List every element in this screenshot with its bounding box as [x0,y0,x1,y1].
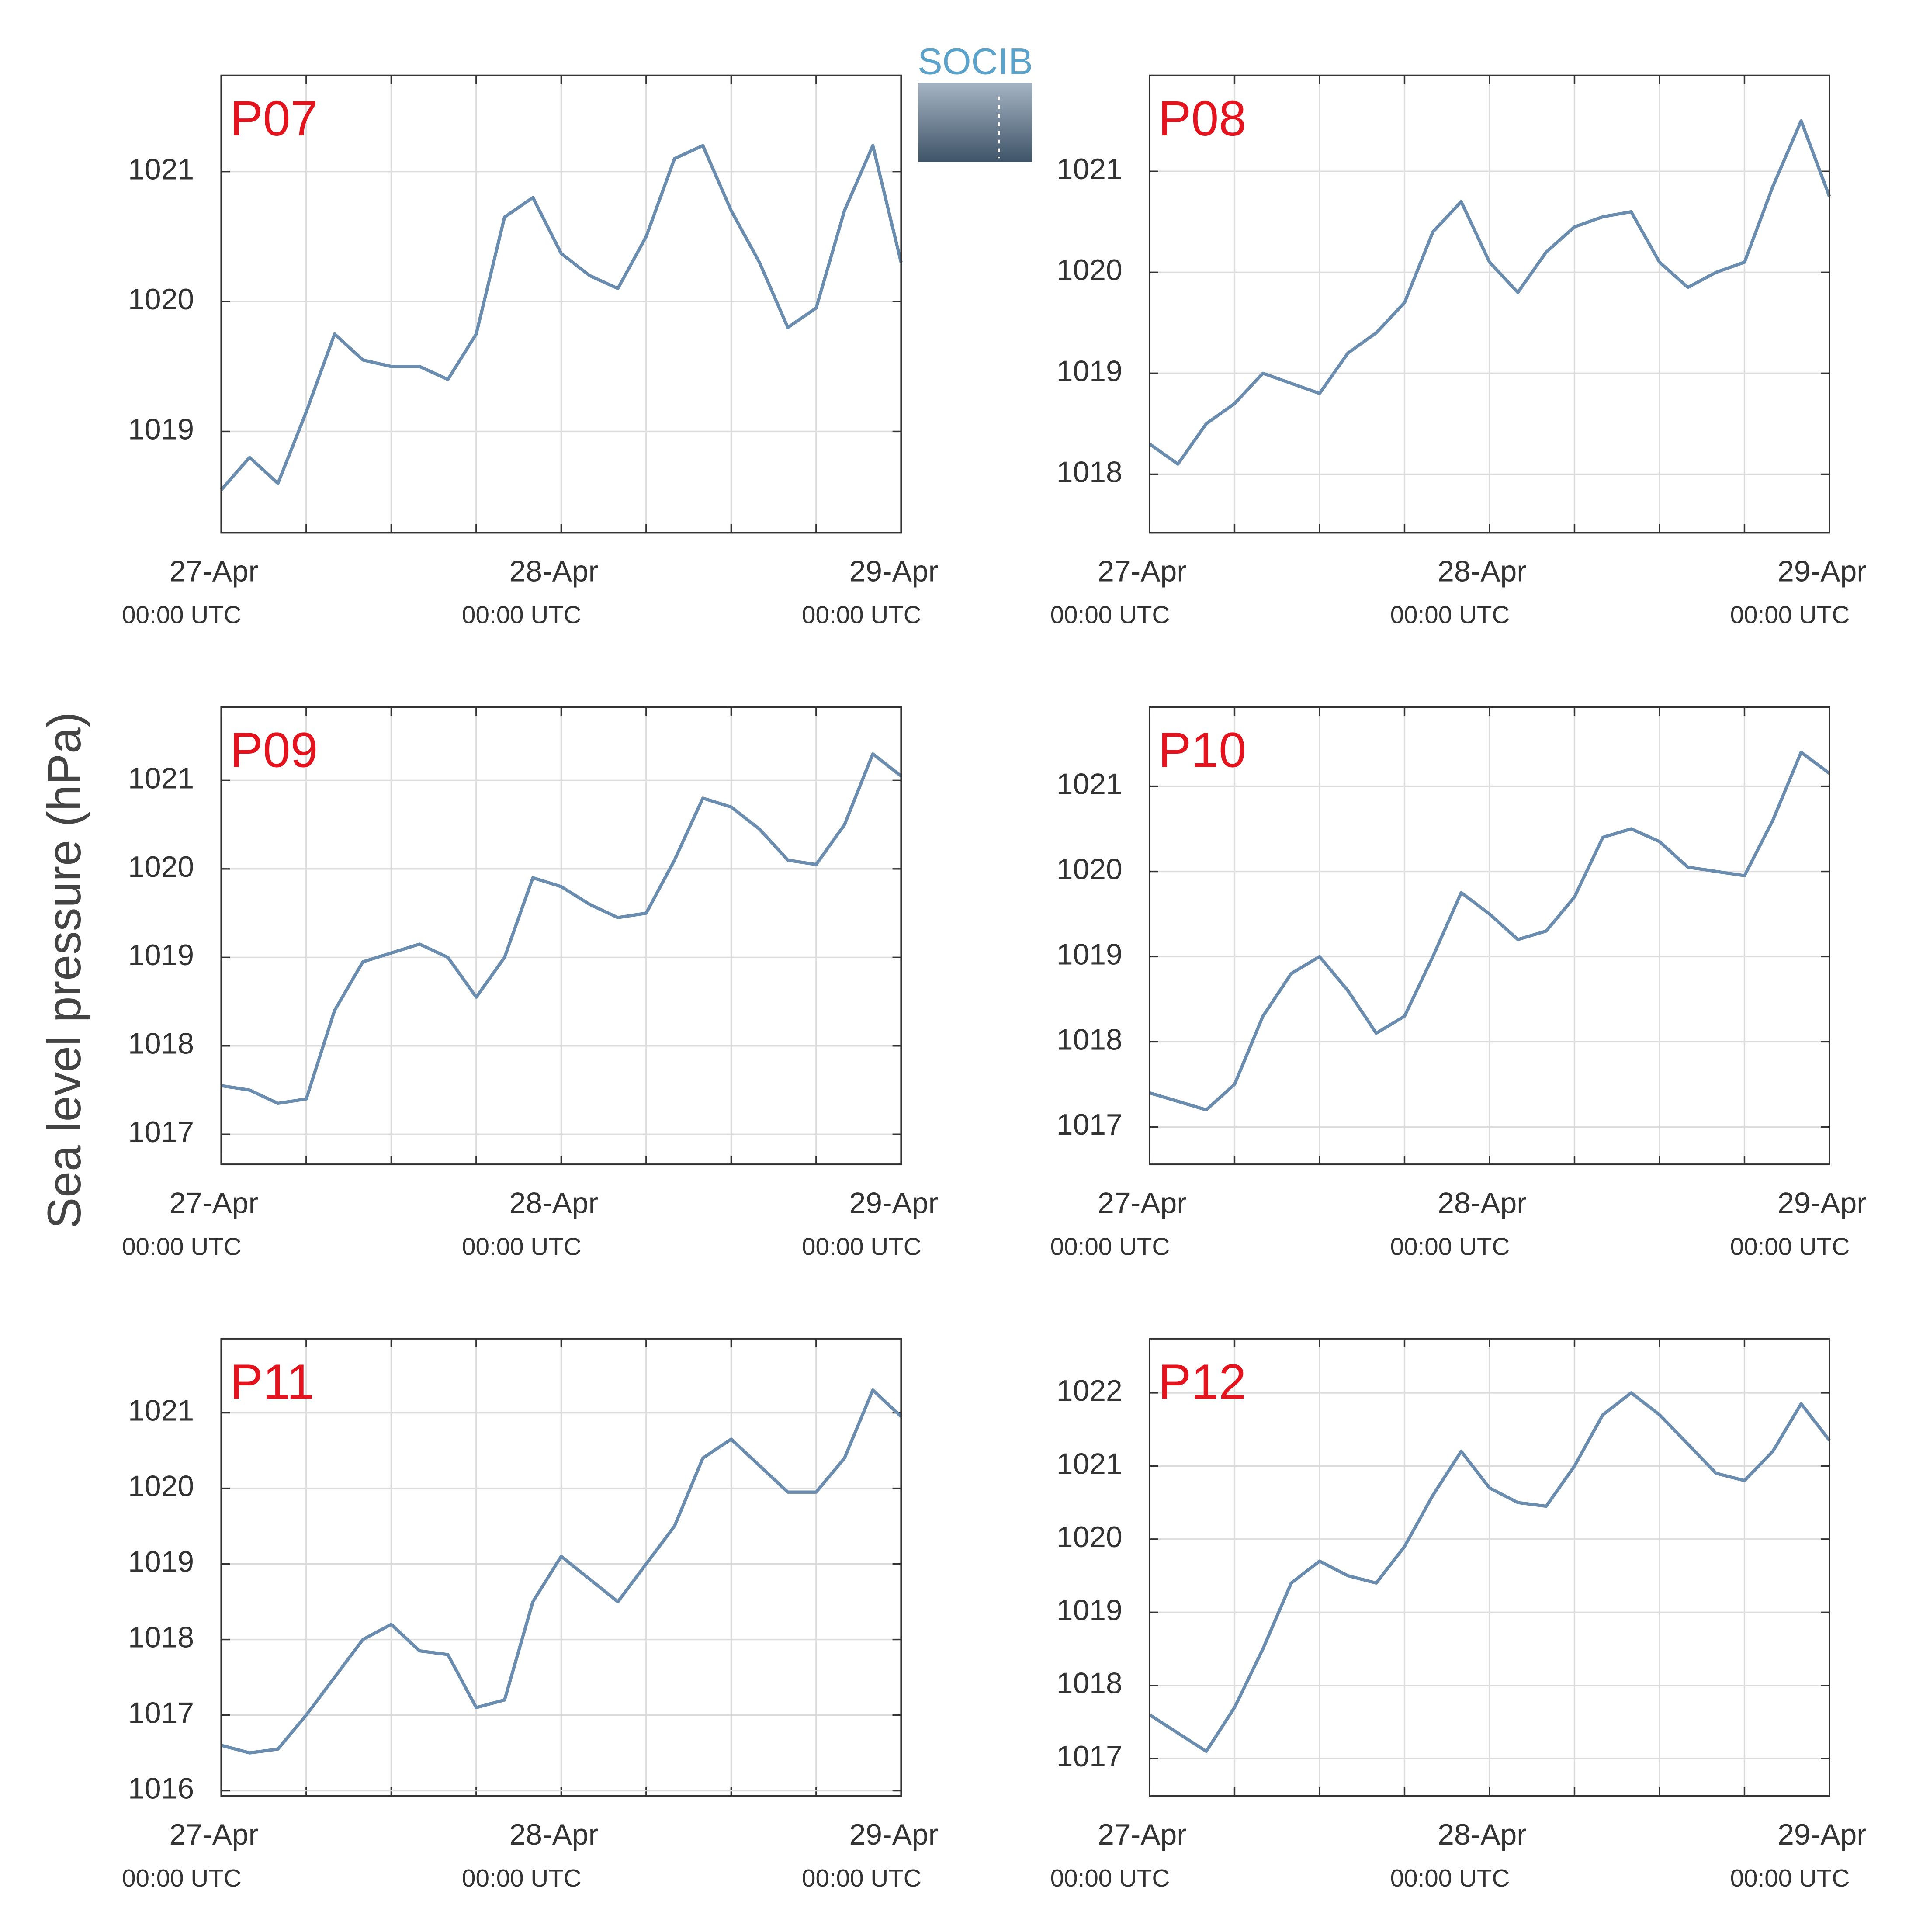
y-tick-label: 1020 [128,283,194,316]
plot-frame [220,74,902,534]
y-tick-label: 1021 [128,762,194,795]
y-tick-label: 1020 [128,851,194,883]
y-tick-label: 1020 [1057,853,1123,886]
x-tick-sublabel: 00:00 UTC [1730,1233,1850,1260]
x-tick-label: 27-Apr [1098,1187,1187,1219]
panel-title: P07 [230,91,318,146]
data-line [1149,750,1831,1111]
x-tick-label: 28-Apr [1438,1187,1527,1219]
data-line [221,1388,902,1755]
y-tick-label: 1019 [1057,938,1123,971]
y-tick-label: 1017 [1057,1740,1123,1773]
y-tick-label: 1019 [1057,355,1123,388]
x-tick-sublabel: 00:00 UTC [802,1864,922,1892]
x-tick-label: 28-Apr [1438,555,1527,588]
plot-frame [1149,1337,1830,1797]
y-tick-label: 1019 [128,939,194,972]
y-tick-label: 1020 [1057,254,1123,287]
panel-title: P09 [230,723,318,778]
x-tick-label: 29-Apr [849,1818,939,1851]
panel-title: P08 [1158,91,1246,146]
data-line [221,752,902,1105]
x-tick-label: 27-Apr [170,1818,259,1851]
y-tick-label: 1021 [1057,153,1123,186]
x-tick-sublabel: 00:00 UTC [122,1233,242,1260]
x-tick-label: 27-Apr [170,1187,259,1219]
data-line [1148,119,1831,466]
x-tick-sublabel: 00:00 UTC [1390,1864,1510,1892]
plot-frame [220,706,902,1166]
x-tick-label: 27-Apr [1098,555,1187,588]
x-tick-sublabel: 00:00 UTC [1050,601,1170,629]
y-axis-label: Sea level pressure (hPa) [38,712,90,1229]
y-tick-label: 1017 [128,1116,194,1149]
plot-frame [220,1337,902,1797]
y-tick-label: 1019 [128,1545,194,1578]
x-tick-sublabel: 00:00 UTC [1390,1233,1510,1260]
x-tick-label: 28-Apr [1438,1818,1527,1851]
x-tick-label: 28-Apr [509,1818,599,1851]
x-tick-sublabel: 00:00 UTC [1050,1864,1170,1892]
x-tick-sublabel: 00:00 UTC [802,601,922,629]
x-tick-label: 27-Apr [1098,1818,1187,1851]
x-tick-label: 29-Apr [1777,555,1867,588]
x-tick-sublabel: 00:00 UTC [1730,1864,1850,1892]
logo-image [918,83,1032,162]
x-tick-label: 29-Apr [1777,1818,1867,1851]
y-tick-label: 1018 [1057,456,1123,488]
y-tick-label: 1018 [1057,1667,1123,1700]
y-tick-label: 1017 [1057,1108,1123,1141]
y-tick-label: 1020 [1057,1521,1123,1554]
x-tick-sublabel: 00:00 UTC [462,601,582,629]
x-tick-label: 27-Apr [170,555,259,588]
x-tick-sublabel: 00:00 UTC [122,1864,242,1892]
x-tick-sublabel: 00:00 UTC [462,1233,582,1260]
x-tick-sublabel: 00:00 UTC [122,601,242,629]
x-tick-label: 28-Apr [509,555,599,588]
plot-frame [1149,706,1830,1166]
y-tick-label: 1018 [128,1621,194,1654]
y-tick-label: 1019 [1057,1594,1123,1627]
plot-frame [1149,74,1830,534]
x-tick-sublabel: 00:00 UTC [802,1233,922,1260]
y-tick-label: 1022 [1057,1375,1123,1407]
x-tick-label: 29-Apr [849,1187,939,1219]
y-tick-label: 1019 [128,413,194,446]
x-tick-label: 28-Apr [509,1187,599,1219]
y-tick-label: 1018 [1057,1023,1123,1056]
panel-title: P10 [1158,723,1246,778]
y-tick-label: 1021 [128,153,194,186]
panel-title: P12 [1158,1354,1246,1409]
x-tick-label: 29-Apr [1777,1187,1867,1219]
y-tick-label: 1017 [128,1697,194,1730]
y-tick-label: 1016 [128,1773,194,1805]
y-tick-label: 1021 [128,1394,194,1427]
y-tick-label: 1021 [1057,768,1123,801]
data-line [1149,1391,1831,1753]
panel-title: P11 [230,1354,314,1409]
x-tick-sublabel: 00:00 UTC [1390,601,1510,629]
x-tick-sublabel: 00:00 UTC [1730,601,1850,629]
data-line [220,144,903,491]
y-tick-label: 1018 [128,1028,194,1060]
x-tick-sublabel: 00:00 UTC [1050,1233,1170,1260]
logo-text: SOCIB [918,41,1033,82]
y-tick-label: 1020 [128,1470,194,1503]
x-tick-sublabel: 00:00 UTC [462,1864,582,1892]
x-tick-label: 29-Apr [849,555,939,588]
y-tick-label: 1021 [1057,1447,1123,1480]
